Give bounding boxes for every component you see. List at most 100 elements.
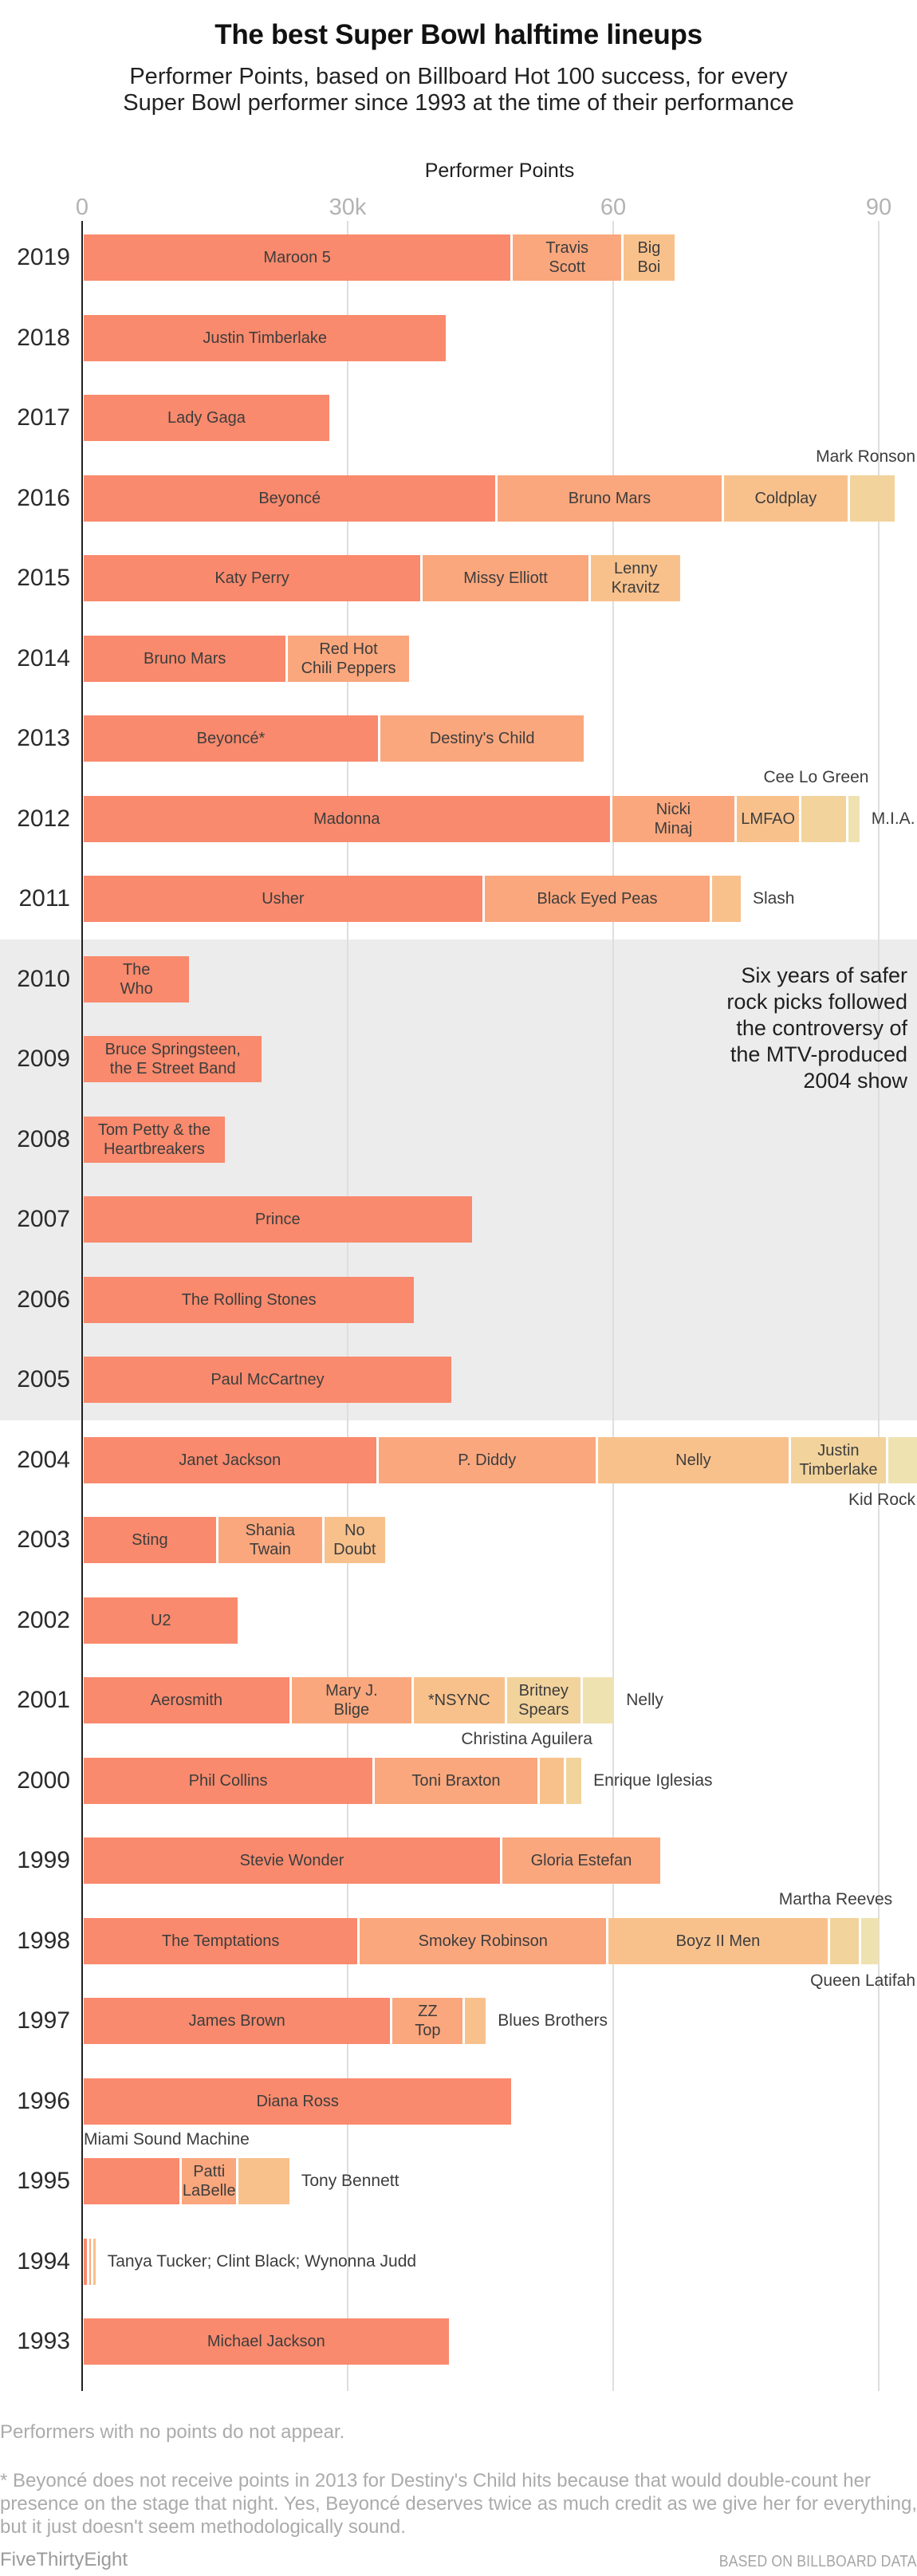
- bar-segment: Janet Jackson: [84, 1436, 376, 1483]
- bar-segment: Sting: [84, 1517, 216, 1563]
- bar-segment-label: Big Boi: [637, 239, 661, 276]
- year-label: 1995: [17, 2168, 70, 2194]
- bar-segment-label: Aerosmith: [150, 1692, 222, 1709]
- footnote-beyonce: * Beyoncé does not receive points in 201…: [0, 2470, 917, 2538]
- bar-segment-label: Usher: [262, 890, 305, 908]
- bar-segment: [829, 1917, 859, 1964]
- year-label: 2014: [17, 644, 70, 672]
- year-label: 1996: [17, 2087, 70, 2114]
- bar-segment: [848, 795, 860, 842]
- bar-segment-label: The Rolling Stones: [181, 1290, 317, 1309]
- bar-segment: Travis Scott: [513, 234, 622, 281]
- bar-segment-label: Gloria Estefan: [530, 1852, 632, 1869]
- year-label: 2013: [17, 725, 70, 751]
- footer-source: BASED ON BILLBOARD DATA: [719, 2553, 917, 2570]
- outside-label: Tanya Tucker; Clint Black; Wynonna Judd: [107, 2251, 417, 2271]
- gridline: [612, 221, 614, 2391]
- year-label: 2000: [17, 1767, 70, 1794]
- bar-segment: *NSYNC: [414, 1677, 505, 1723]
- year-label: 1994: [17, 2247, 70, 2275]
- bar-segment-label: James Brown: [188, 2012, 285, 2030]
- bar-segment: Stevie Wonder: [84, 1837, 501, 1884]
- bar-segment-label: Sting: [132, 1531, 168, 1549]
- x-tick-label: 90: [865, 195, 892, 220]
- footer-credit: FiveThirtyEight: [0, 2549, 128, 2570]
- bar-segment: [238, 2158, 289, 2204]
- year-label: 2007: [17, 1206, 70, 1232]
- bar-segment: Michael Jackson: [84, 2318, 449, 2365]
- chart-title: The best Super Bowl halftime lineups: [214, 19, 703, 50]
- bar-segment-label: U2: [150, 1611, 171, 1629]
- year-label: 1998: [17, 1927, 70, 1954]
- outside-label: Martha Reeves: [778, 1889, 893, 1908]
- outside-label: Kid Rock: [848, 1490, 915, 1509]
- bar-segment-label: Missy Elliott: [463, 569, 548, 587]
- outside-label: Nelly: [626, 1691, 663, 1709]
- x-tick-label: 60: [600, 195, 627, 220]
- bar-segment-label: Bruno Mars: [144, 649, 226, 668]
- outside-label: Slash: [752, 889, 795, 908]
- bar-segment: Lenny Kravitz: [591, 555, 681, 601]
- bar-segment: Boyz II Men: [608, 1917, 828, 1964]
- year-label: 2005: [17, 1366, 70, 1392]
- bar-segment: Paul McCartney: [84, 1357, 451, 1403]
- bar-segment-label: *NSYNC: [427, 1692, 490, 1709]
- year-label: 2001: [17, 1687, 70, 1713]
- year-label: 2019: [17, 244, 70, 270]
- outside-label: Mark Ronson: [816, 447, 915, 466]
- bar-segment: U2: [84, 1597, 238, 1644]
- year-label: 2006: [17, 1286, 70, 1313]
- year-label: 2015: [17, 565, 70, 591]
- bar-segment-label: Britney Spears: [518, 1682, 569, 1719]
- bar-segment-label: Toni Braxton: [411, 1771, 501, 1790]
- outside-label: Christina Aguilera: [461, 1729, 592, 1748]
- bar-segment-label: Stevie Wonder: [239, 1852, 344, 1869]
- bar-segment-label: Paul McCartney: [211, 1371, 325, 1388]
- bar-segment-label: Coldplay: [754, 489, 817, 507]
- bar-segment-label: ZZ Top: [415, 2003, 441, 2039]
- year-label: 2003: [17, 1526, 70, 1553]
- bar-segment: Diana Ross: [84, 2078, 512, 2125]
- bar-segment: [539, 1757, 564, 1804]
- bar-segment-label: Tom Petty & the Heartbreakers: [97, 1121, 211, 1158]
- bar-segment: P. Diddy: [378, 1436, 596, 1483]
- bar-segment: Bruce Springsteen, the E Street Band: [84, 1036, 262, 1082]
- bar-segment: Mary J. Blige: [291, 1677, 412, 1723]
- bar-segment: Katy Perry: [84, 555, 421, 601]
- bar-segment: [84, 2238, 87, 2285]
- bar-segment: Bruno Mars: [84, 635, 286, 682]
- bar-segment-label: Mary J. Blige: [325, 1682, 378, 1719]
- outside-label: Blues Brothers: [498, 2011, 608, 2030]
- bar-segment: [565, 1757, 582, 1804]
- year-label: 2008: [17, 1125, 70, 1152]
- x-tick-label: 0: [75, 195, 89, 220]
- bar-segment: The Temptations: [84, 1917, 358, 1964]
- bar-segment: Justin Timberlake: [790, 1436, 886, 1483]
- outside-label: Tony Bennett: [301, 2172, 399, 2190]
- bar-segment-label: Maroon 5: [263, 249, 331, 266]
- bar-segment: ZZ Top: [392, 1998, 463, 2044]
- bar-segment: Britney Spears: [506, 1677, 581, 1723]
- bar-segment-label: Beyoncé: [258, 489, 321, 507]
- gridline: [878, 221, 880, 2391]
- bar-segment: [850, 475, 895, 522]
- bar-segment-label: Diana Ross: [256, 2092, 339, 2110]
- bar-segment: James Brown: [84, 1998, 391, 2044]
- bar-segment-label: Bruce Springsteen, the E Street Band: [104, 1041, 241, 1077]
- bar-segment-label: Nicki Minaj: [654, 800, 693, 837]
- bar-segment: [84, 2158, 180, 2204]
- year-label: 2017: [17, 404, 70, 431]
- bar-segment: The Rolling Stones: [84, 1276, 415, 1323]
- bar-segment-label: Destiny's Child: [429, 730, 535, 747]
- bar-segment: Bruno Mars: [498, 475, 722, 522]
- bar-segment: Lady Gaga: [84, 395, 329, 441]
- bar-segment: The Who: [84, 955, 190, 1002]
- bar-segment-label: Prince: [254, 1211, 301, 1228]
- bar-segment: Smokey Robinson: [360, 1917, 607, 1964]
- bar-segment: Coldplay: [723, 475, 848, 522]
- bar-segment-label: Travis Scott: [545, 239, 589, 276]
- bar-segment-label: P. Diddy: [458, 1451, 517, 1469]
- bar-segment: Phil Collins: [84, 1757, 373, 1804]
- bar-segment: Red Hot Chili Peppers: [288, 635, 409, 682]
